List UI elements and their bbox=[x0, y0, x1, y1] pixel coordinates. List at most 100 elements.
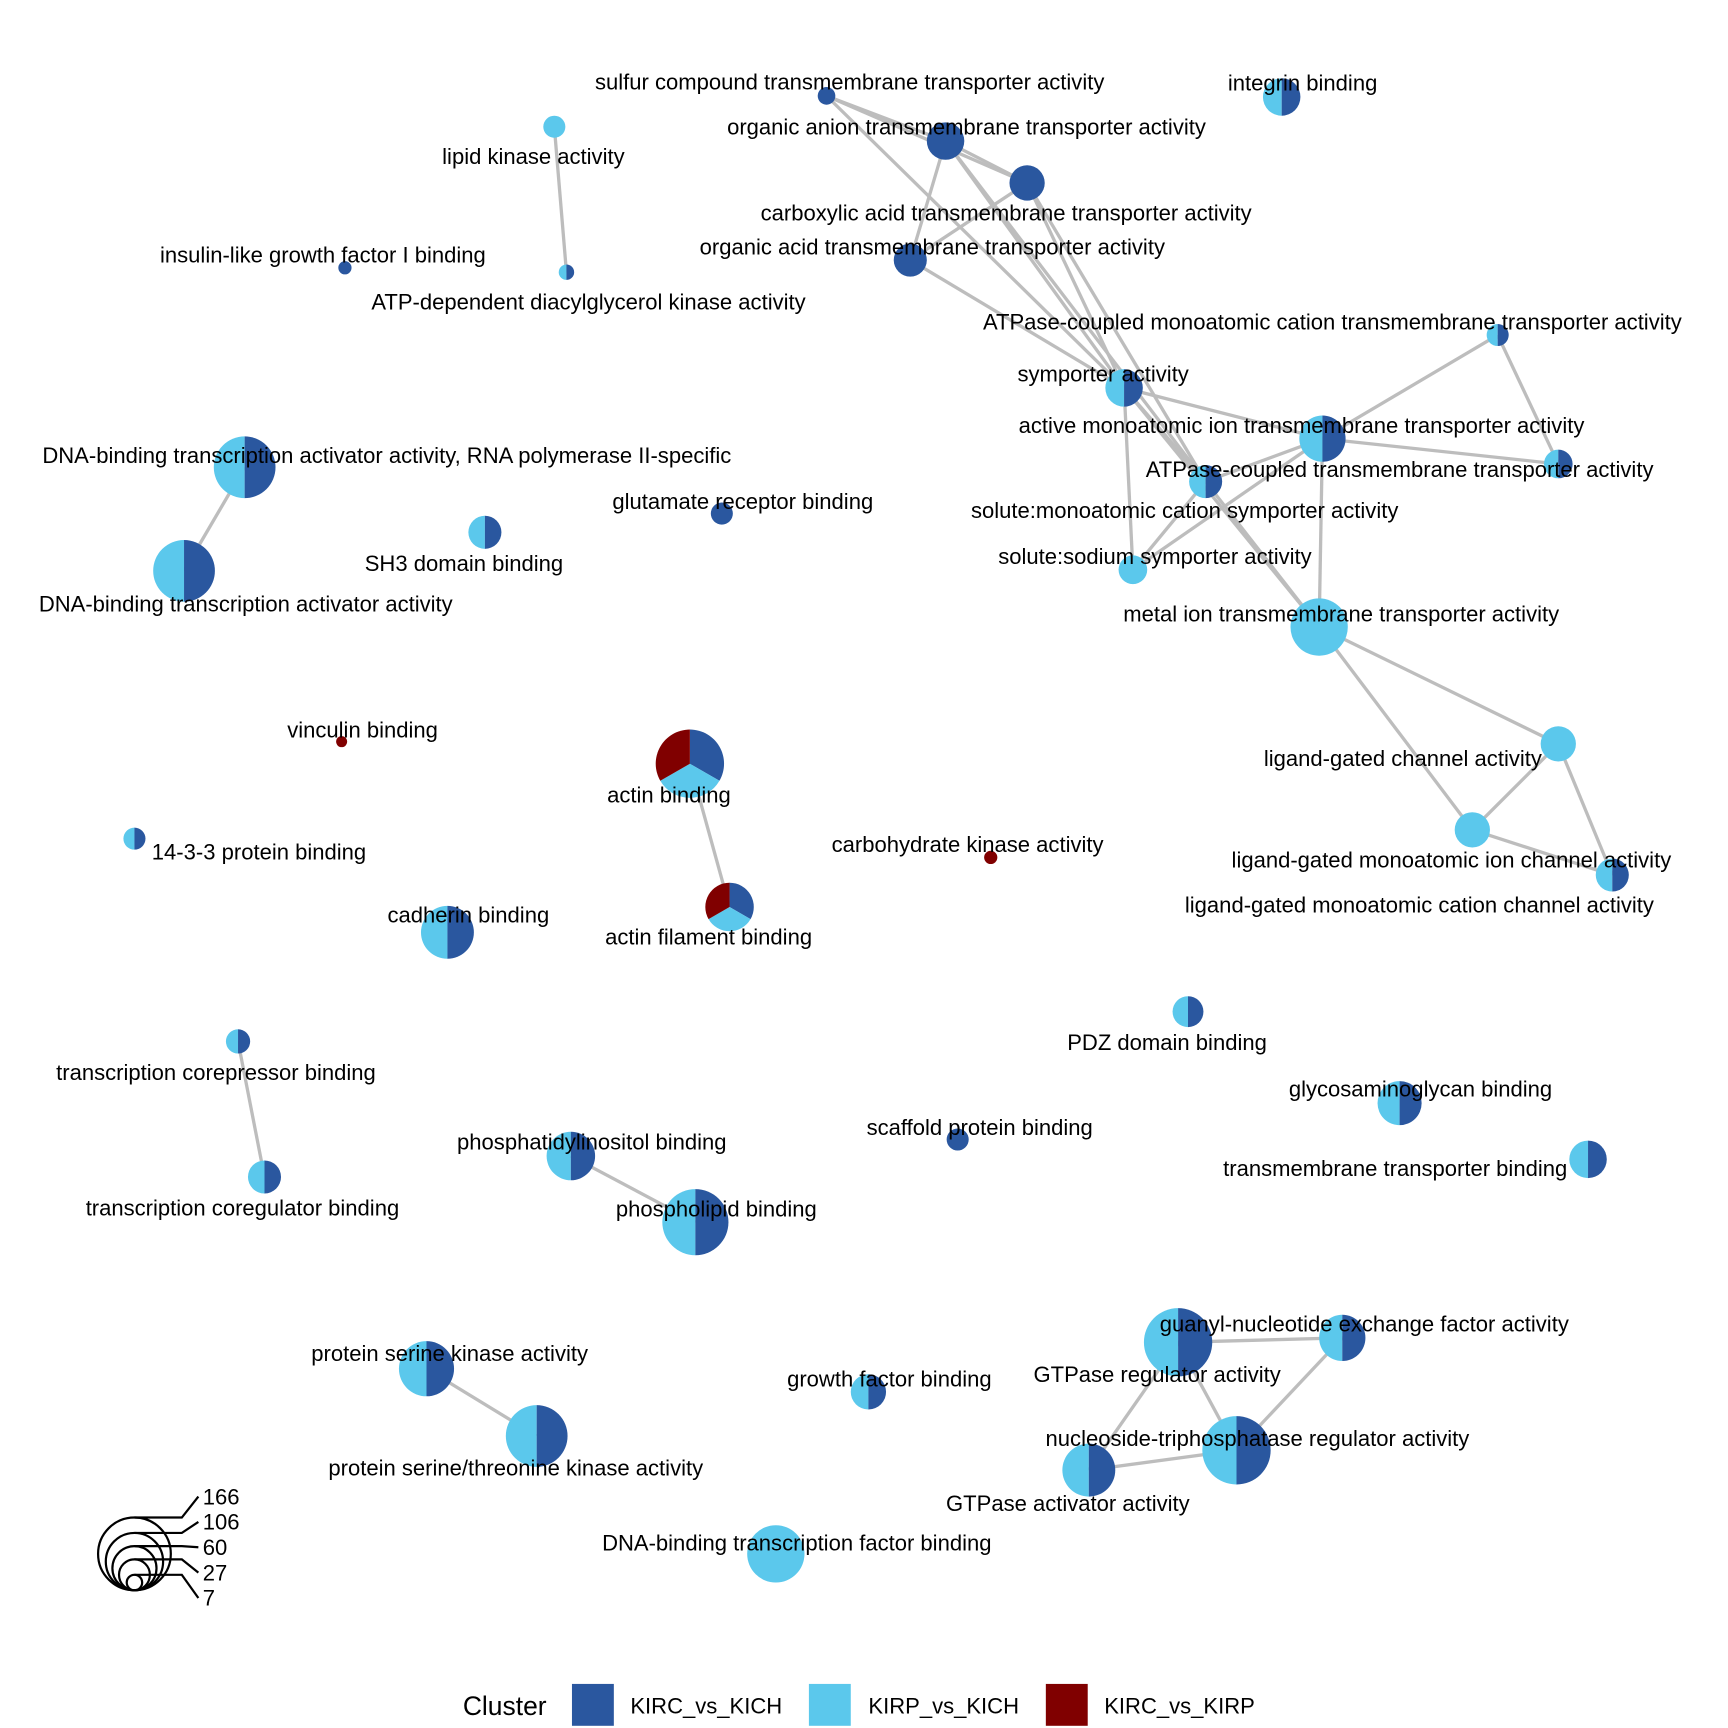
size-legend-tick bbox=[134, 1495, 200, 1519]
node-label: 14-3-3 protein binding bbox=[152, 840, 366, 865]
pie-slice-KIRC_vs_KICH bbox=[1088, 1443, 1116, 1497]
legend-label: KIRP_vs_KICH bbox=[868, 1694, 1019, 1719]
node-label: carbohydrate kinase activity bbox=[832, 832, 1104, 857]
node-pdz[interactable] bbox=[1172, 996, 1204, 1028]
pie-slice-KIRC_vs_KIRP bbox=[984, 850, 998, 864]
node-label: glycosaminoglycan binding bbox=[1289, 1077, 1552, 1102]
node-corepressor[interactable] bbox=[225, 1029, 251, 1054]
pie-slice-KIRP_vs_KICH bbox=[546, 1131, 571, 1181]
node-label: protein serine/threonine kinase activity bbox=[328, 1456, 703, 1481]
pie-slice-KIRP_vs_KICH bbox=[708, 906, 751, 932]
node-lg_ion[interactable] bbox=[1454, 812, 1490, 848]
edge-corepressor-coregulator bbox=[236, 1041, 267, 1178]
node-label: phospholipid binding bbox=[616, 1197, 817, 1222]
size-legend-value: 106 bbox=[203, 1510, 240, 1535]
node-dag_kinase[interactable] bbox=[558, 264, 575, 280]
node-symporter[interactable] bbox=[1105, 369, 1143, 407]
node-tm_binding[interactable] bbox=[1569, 1140, 1607, 1179]
node-label: organic acid transmembrane transporter a… bbox=[700, 235, 1165, 260]
node-coregulator[interactable] bbox=[247, 1160, 282, 1194]
node-label: active monoatomic ion transmembrane tran… bbox=[1019, 413, 1585, 438]
node-igf1[interactable] bbox=[338, 261, 352, 275]
pie-slice-KIRP_vs_KICH bbox=[1143, 1308, 1179, 1377]
edge-active_ion-metal_ion bbox=[1317, 438, 1325, 628]
pie-slice-KIRP_vs_KICH bbox=[1118, 555, 1148, 585]
pie-slice-KIRC_vs_KICH bbox=[1124, 369, 1143, 407]
node-lg_cation[interactable] bbox=[1595, 858, 1629, 892]
node-atpase_tt[interactable] bbox=[1543, 449, 1573, 479]
size-legend-value: 166 bbox=[203, 1484, 240, 1509]
node-cadherin[interactable] bbox=[420, 905, 474, 959]
node-active_ion[interactable] bbox=[1299, 415, 1346, 462]
node-p1433[interactable] bbox=[123, 827, 146, 850]
node-actin[interactable] bbox=[655, 729, 725, 798]
edge-atpase_cation-active_ion bbox=[1321, 333, 1499, 441]
node-serthr_kinase[interactable] bbox=[505, 1405, 568, 1467]
node-metal_ion[interactable] bbox=[1290, 598, 1348, 656]
node-growth_factor[interactable] bbox=[850, 1374, 887, 1410]
node-label: metal ion transmembrane transporter acti… bbox=[1123, 602, 1559, 627]
pie-slice-KIRP_vs_KICH bbox=[1543, 449, 1559, 479]
node-gef[interactable] bbox=[1319, 1314, 1366, 1362]
node-label: scaffold protein binding bbox=[867, 1115, 1093, 1140]
node-lipid_kinase[interactable] bbox=[543, 115, 566, 138]
node-label: transcription corepressor binding bbox=[56, 1060, 376, 1085]
node-solute_sodium[interactable] bbox=[1118, 555, 1148, 585]
node-gtpase_reg[interactable] bbox=[1143, 1308, 1213, 1377]
node-scaffold[interactable] bbox=[946, 1128, 969, 1151]
node-dna_act[interactable] bbox=[153, 540, 215, 602]
legend-title: Cluster bbox=[463, 1691, 547, 1721]
node-sh3[interactable] bbox=[468, 515, 502, 549]
node-label: ligand-gated monoatomic cation channel a… bbox=[1185, 892, 1654, 917]
pie-slice-KIRP_vs_KICH bbox=[247, 1160, 265, 1194]
node-phospholipid[interactable] bbox=[662, 1189, 729, 1256]
node-label: ATPase-coupled transmembrane transporter… bbox=[1146, 457, 1654, 482]
node-dna_tf_binding[interactable] bbox=[747, 1525, 805, 1583]
edge-lipid_kinase-dag_kinase bbox=[552, 126, 569, 273]
node-solute_cation[interactable] bbox=[1189, 465, 1223, 499]
pie-slice-KIRC_vs_KICH bbox=[817, 87, 836, 105]
pie-slice-KIRC_vs_KICH bbox=[244, 436, 276, 499]
node-dna_act_pol2[interactable] bbox=[213, 436, 276, 499]
node-atpase_cation[interactable] bbox=[1486, 324, 1509, 347]
node-organic_anion[interactable] bbox=[926, 122, 965, 160]
node-actin_filament[interactable] bbox=[705, 882, 754, 932]
legend-key-kirp-vs-kich bbox=[808, 1683, 851, 1726]
node-ser_kinase[interactable] bbox=[398, 1341, 455, 1397]
node-ntpase_reg[interactable] bbox=[1202, 1416, 1271, 1485]
node-glutamate[interactable] bbox=[710, 502, 733, 525]
edge-metal_ion-lg_channel bbox=[1318, 625, 1560, 746]
edge-lg_ion-lg_cation bbox=[1471, 828, 1613, 877]
pie-slice-KIRC_vs_KICH bbox=[1009, 165, 1045, 201]
node-lg_channel[interactable] bbox=[1540, 726, 1576, 762]
pie-slice-KIRC_vs_KICH bbox=[1497, 324, 1509, 347]
edge-organic_acid-symporter bbox=[909, 258, 1125, 390]
size-legend-circle bbox=[125, 1573, 144, 1592]
edge-solute_cation-metal_ion bbox=[1204, 480, 1321, 629]
node-organic_acid[interactable] bbox=[893, 243, 927, 277]
node-label: nucleoside-triphosphatase regulator acti… bbox=[1046, 1426, 1470, 1451]
pie-slice-KIRP_vs_KICH bbox=[850, 1374, 869, 1410]
pie-slice-KIRC_vs_KICH bbox=[1558, 449, 1573, 479]
node-gag[interactable] bbox=[1377, 1081, 1422, 1126]
node-gtpase_act[interactable] bbox=[1062, 1443, 1116, 1497]
pie-slice-KIRC_vs_KICH bbox=[338, 261, 352, 275]
node-label: solute:monoatomic cation symporter activ… bbox=[971, 498, 1398, 523]
node-vinculin[interactable] bbox=[336, 736, 348, 748]
pie-slice-KIRC_vs_KICH bbox=[1188, 996, 1204, 1028]
size-legend-tick bbox=[134, 1545, 199, 1549]
size-legend-tick bbox=[134, 1521, 199, 1535]
pie-slice-KIRC_vs_KICH bbox=[536, 1405, 568, 1467]
node-label: vinculin binding bbox=[287, 717, 438, 742]
node-sulfur[interactable] bbox=[817, 87, 836, 105]
node-label: GTPase activator activity bbox=[946, 1491, 1190, 1516]
pie-slice-KIRP_vs_KICH bbox=[505, 1405, 537, 1467]
node-carb_kinase[interactable] bbox=[984, 850, 998, 864]
node-label: actin filament binding bbox=[605, 924, 812, 949]
node-carboxylic[interactable] bbox=[1009, 165, 1045, 201]
node-integrin[interactable] bbox=[1262, 78, 1301, 116]
node-ptdins[interactable] bbox=[546, 1131, 596, 1181]
size-legend-value: 60 bbox=[203, 1535, 228, 1560]
